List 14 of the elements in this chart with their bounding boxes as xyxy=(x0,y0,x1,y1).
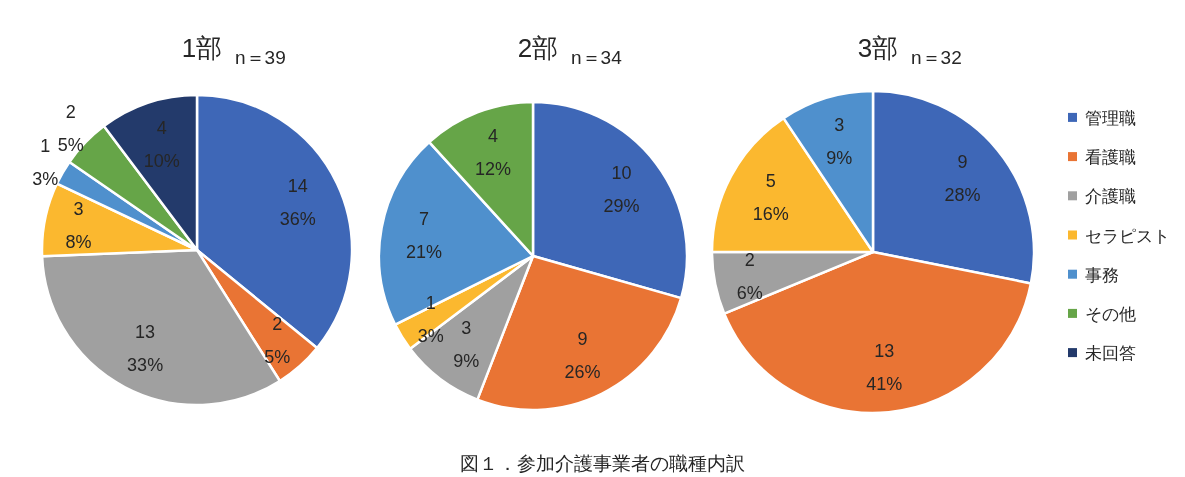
legend-label: 事務 xyxy=(1085,265,1119,285)
legend-label: 管理職 xyxy=(1085,108,1136,128)
annotation: 図１．参加介護事業者の職種内訳 xyxy=(459,453,745,474)
legend-label: 看護職 xyxy=(1085,148,1136,168)
subtitle: n＝39 xyxy=(235,47,286,68)
subtitle: n＝32 xyxy=(911,47,962,68)
title: 2部 xyxy=(517,33,559,63)
legend-label: 未回答 xyxy=(1085,344,1136,364)
subtitle: n＝34 xyxy=(571,47,622,68)
legend-label: その他 xyxy=(1085,304,1136,324)
title: 1部 xyxy=(181,33,223,63)
legend-label: 介護職 xyxy=(1085,187,1136,207)
legend-label: セラピスト xyxy=(1085,226,1170,246)
title: 3部 xyxy=(857,33,899,63)
